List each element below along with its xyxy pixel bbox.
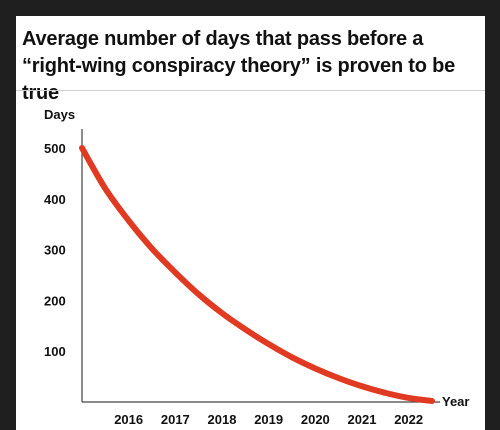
x-tick-label: 2021 [348,412,377,427]
y-tick-label: 100 [44,344,66,359]
axes [81,129,440,403]
y-tick-label: 200 [44,293,66,308]
y-tick-label: 300 [44,243,66,258]
chart-card [16,16,485,430]
y-tick-label: 400 [44,192,66,207]
x-tick-label: 2019 [254,412,283,427]
x-tick-label: 2016 [114,412,143,427]
x-axis-label: Year [442,394,469,409]
y-tick-label: 500 [44,141,66,156]
x-tick-label: 2022 [394,412,423,427]
x-tick-label: 2018 [208,412,237,427]
series-line [79,145,435,404]
x-tick-label: 2017 [161,412,190,427]
y-tick-labels: 100 200 300 400 500 [44,141,66,359]
x-tick-labels: 2016 2017 2018 2019 2020 2021 2022 [114,412,423,427]
series-layer [79,145,435,404]
y-axis-label: Days [44,107,75,122]
chart-title: Average number of days that pass before … [22,28,456,104]
title-divider [16,90,485,91]
x-tick-label: 2020 [301,412,330,427]
